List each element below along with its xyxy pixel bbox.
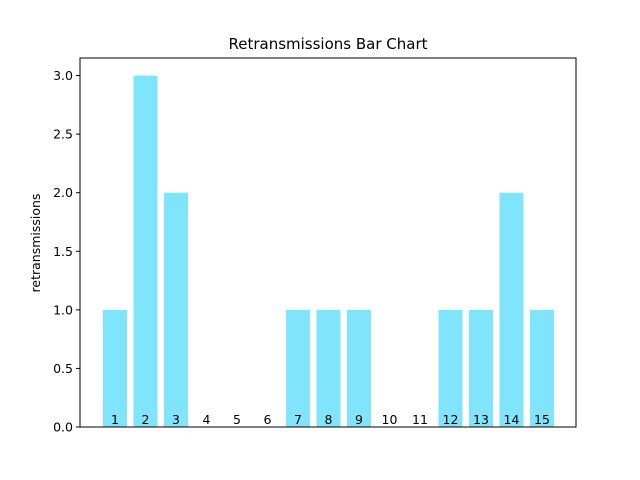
bar-label-5: 5	[233, 412, 241, 427]
y-tick-label: 2.5	[53, 127, 73, 142]
y-tick-label: 1.0	[53, 302, 73, 317]
bar-14	[499, 192, 524, 427]
bar-2	[133, 75, 158, 428]
bar-label-2: 2	[142, 412, 150, 427]
bar-label-13: 13	[473, 412, 489, 427]
bar-1	[103, 309, 127, 427]
y-axis: 0.0 0.5 1.0 1.5 2.0 2.5 3.0	[53, 68, 80, 435]
bar-label-14: 14	[504, 412, 520, 427]
bar-8	[316, 309, 341, 427]
bar-12	[438, 309, 463, 427]
bar-label-12: 12	[443, 412, 459, 427]
y-tick-label: 0.0	[53, 420, 73, 435]
bar-label-15: 15	[534, 412, 550, 427]
bar-7	[286, 309, 310, 427]
bar-9	[347, 309, 371, 427]
bar-label-7: 7	[294, 412, 302, 427]
bar-label-8: 8	[325, 412, 333, 427]
chart-title: Retransmissions Bar Chart	[228, 35, 427, 53]
bar-label-6: 6	[264, 412, 272, 427]
y-tick-label: 2.0	[53, 185, 73, 200]
y-tick-label: 0.5	[53, 361, 73, 376]
plot-frame	[79, 57, 577, 428]
bar-label-4: 4	[203, 412, 211, 427]
y-tick-label: 1.5	[53, 244, 73, 259]
bar-13	[469, 309, 493, 427]
bar-label-9: 9	[355, 412, 363, 427]
bar-label-10: 10	[382, 412, 398, 427]
bar-label-11: 11	[412, 412, 428, 427]
y-axis-label: retransmissions	[28, 194, 43, 293]
bar-labels-group: 1 2 3 4 5 6 7 8 9 10 11 12 13 14 15	[111, 412, 550, 427]
bar-label-1: 1	[111, 412, 119, 427]
bar-15	[530, 309, 554, 427]
bar-3	[164, 192, 188, 427]
y-tick-label: 3.0	[53, 68, 73, 83]
bars-group	[103, 75, 554, 428]
bar-label-3: 3	[172, 412, 180, 427]
